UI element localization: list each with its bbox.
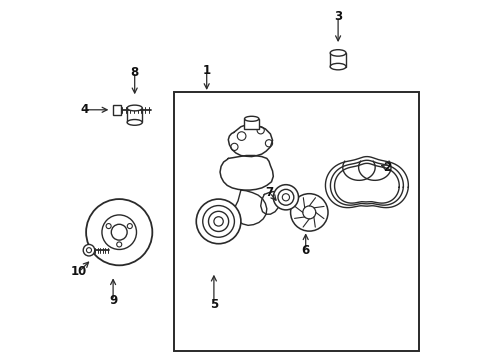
Bar — [113, 105, 121, 115]
Bar — [127, 108, 142, 122]
Text: 7: 7 — [265, 186, 273, 199]
Text: 3: 3 — [333, 10, 342, 23]
Ellipse shape — [127, 120, 142, 125]
Bar — [244, 119, 258, 129]
Text: 8: 8 — [130, 66, 139, 78]
Ellipse shape — [329, 50, 346, 56]
Circle shape — [290, 194, 327, 231]
Circle shape — [117, 242, 122, 247]
Circle shape — [86, 199, 152, 265]
Text: 9: 9 — [109, 294, 117, 307]
Text: 1: 1 — [202, 64, 210, 77]
Ellipse shape — [244, 116, 258, 121]
Bar — [174, 92, 418, 351]
Text: 6: 6 — [301, 244, 309, 257]
Bar — [329, 53, 346, 67]
Ellipse shape — [329, 63, 346, 70]
Text: 2: 2 — [382, 161, 390, 174]
Text: 4: 4 — [80, 103, 88, 116]
Circle shape — [127, 224, 132, 229]
Circle shape — [106, 224, 111, 229]
Circle shape — [83, 244, 95, 256]
Text: 10: 10 — [71, 265, 87, 278]
Circle shape — [273, 185, 298, 210]
Ellipse shape — [127, 105, 142, 111]
Text: 5: 5 — [209, 298, 218, 311]
Circle shape — [196, 199, 241, 244]
